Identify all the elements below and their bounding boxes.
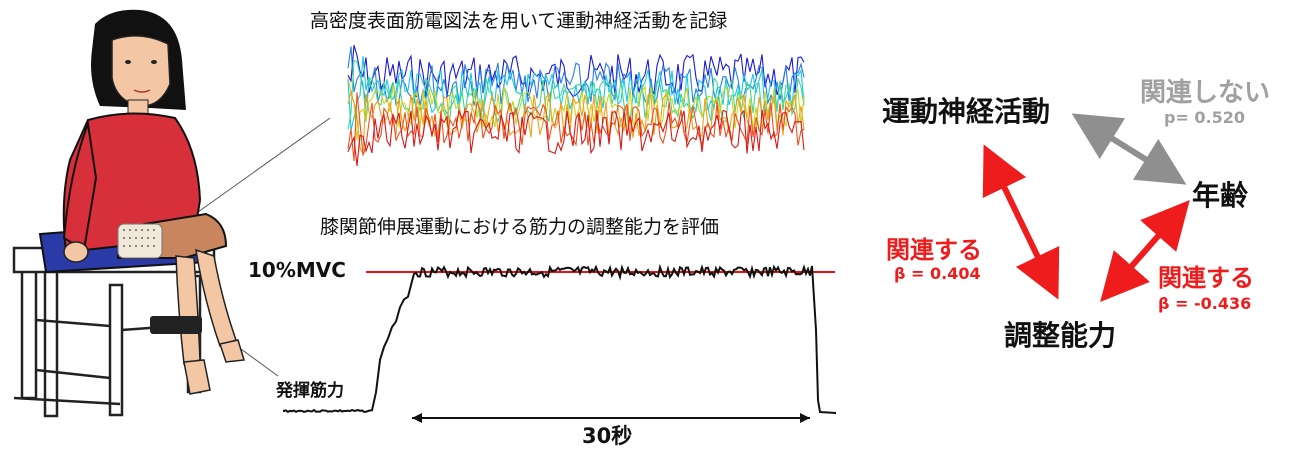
- relation-motor-control-stat: β = 0.404: [894, 264, 981, 283]
- relation-motor-control-label: 関連する: [886, 236, 982, 264]
- emg-traces: [347, 45, 805, 167]
- node-control: 調整能力: [1004, 319, 1117, 352]
- emg-trace-line: [347, 46, 805, 106]
- duration-arrowhead: [412, 413, 422, 423]
- child-illustration: [12, 9, 331, 418]
- relation-age-control-label: 関連する: [1158, 264, 1254, 292]
- arrow-motor-age: [1071, 113, 1187, 185]
- node-age: 年齢: [1192, 179, 1249, 212]
- emg-trace-line: [347, 108, 805, 167]
- arrow-age-control: [1100, 199, 1190, 303]
- duration-label: 30秒: [582, 424, 633, 448]
- arrow-motor-control: [982, 144, 1060, 300]
- node-motor: 運動神経活動: [882, 95, 1051, 128]
- force-axis-label: 発揮筋力: [276, 381, 344, 401]
- emg-trace-line: [347, 45, 805, 98]
- force-line: [283, 263, 837, 414]
- relation-arrows: [982, 113, 1190, 303]
- relation-motor-age-label: 関連しない: [1140, 78, 1271, 108]
- force-trace: [283, 263, 837, 423]
- relation-age-control-stat: β = -0.436: [1158, 294, 1252, 313]
- emg-caption: 高密度表面筋電図法を用いて運動神経活動を記録: [310, 10, 728, 32]
- relation-motor-age-stat: p= 0.520: [1164, 108, 1246, 127]
- emg-trace-line: [347, 77, 805, 141]
- duration-arrowhead: [800, 413, 810, 423]
- mvc-label: 10%MVC: [248, 258, 346, 282]
- force-caption: 膝関節伸展運動における筋力の調整能力を評価: [320, 216, 720, 238]
